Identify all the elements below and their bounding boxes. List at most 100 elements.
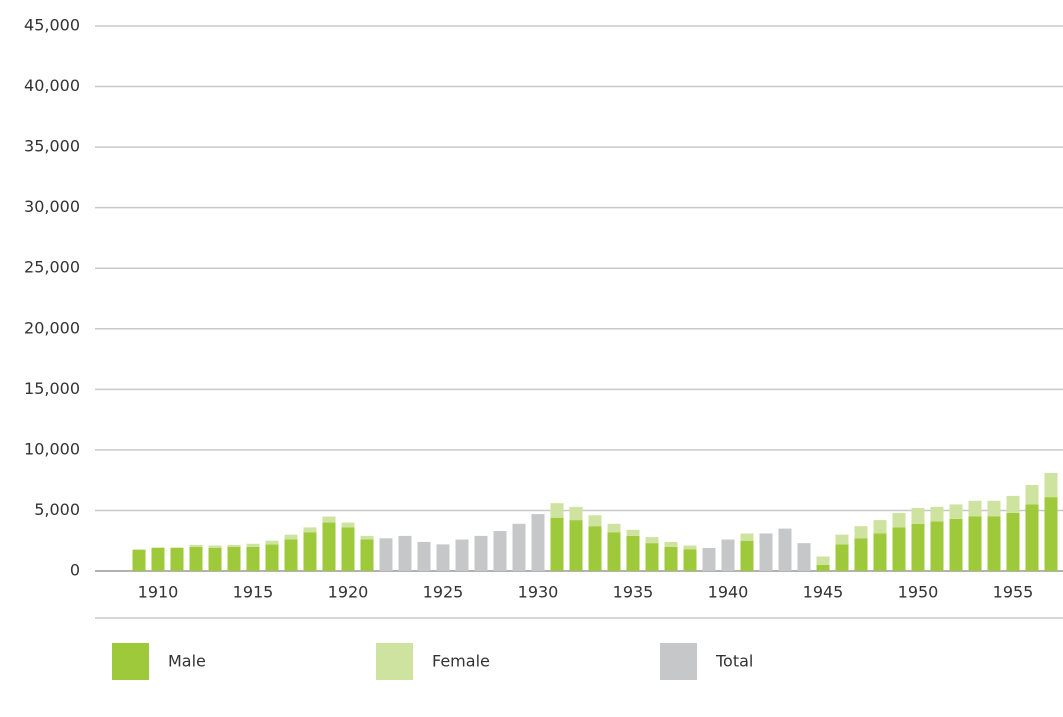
y-tick-label: 5,000 [34, 500, 80, 519]
bar [607, 523, 621, 533]
bar [759, 533, 773, 571]
x-tick-label: 1925 [423, 583, 464, 602]
bar [816, 564, 830, 571]
bar [151, 547, 165, 548]
x-tick-label: 1930 [518, 583, 559, 602]
bar [987, 500, 1001, 517]
bar [417, 541, 431, 571]
bar [1044, 497, 1058, 571]
bar [797, 543, 811, 571]
bar [740, 540, 754, 571]
bar [341, 522, 355, 528]
bar [930, 506, 944, 522]
bar [1006, 512, 1020, 571]
bar [835, 534, 849, 545]
y-tick-label: 35,000 [24, 137, 80, 156]
bar [645, 543, 659, 571]
x-tick-label: 1940 [708, 583, 749, 602]
y-tick-label: 20,000 [24, 318, 80, 337]
x-tick-label: 1935 [613, 583, 654, 602]
bar [892, 512, 906, 528]
bar [854, 526, 868, 539]
bar [360, 539, 374, 571]
bar [626, 535, 640, 571]
y-tick-label: 45,000 [24, 16, 80, 35]
legend-swatch [660, 643, 697, 680]
bar [512, 523, 526, 571]
bar [664, 541, 678, 547]
bar [569, 506, 583, 521]
bar [835, 544, 849, 571]
bar [379, 538, 393, 571]
bar [398, 535, 412, 571]
bar [550, 503, 564, 518]
bar [189, 546, 203, 571]
bar [208, 547, 222, 571]
bar [911, 523, 925, 571]
bar [645, 537, 659, 544]
bar [854, 538, 868, 571]
y-tick-label: 15,000 [24, 379, 80, 398]
bar [892, 527, 906, 571]
bar [1044, 472, 1058, 498]
bar [265, 540, 279, 545]
bar [170, 547, 184, 571]
bar [949, 504, 963, 519]
bar [284, 539, 298, 571]
bar [227, 544, 241, 547]
bar [474, 535, 488, 571]
bar [151, 547, 165, 571]
bar [531, 514, 545, 571]
bar [569, 520, 583, 571]
bar [455, 539, 469, 571]
x-tick-label: 1910 [138, 583, 179, 602]
bar [949, 518, 963, 571]
bar [626, 529, 640, 536]
bar [1025, 504, 1039, 571]
bar [664, 546, 678, 571]
y-tick-label: 0 [70, 561, 80, 580]
bar [246, 543, 260, 547]
bar [778, 528, 792, 571]
y-tick-label: 40,000 [24, 76, 80, 95]
x-tick-label: 1955 [993, 583, 1034, 602]
bar [227, 546, 241, 571]
bar [911, 508, 925, 524]
bar [550, 517, 564, 571]
bar [968, 500, 982, 517]
bar [683, 549, 697, 571]
legend-swatch [112, 643, 149, 680]
y-tick-label: 10,000 [24, 439, 80, 458]
bar [189, 544, 203, 547]
bar [284, 534, 298, 540]
bar [303, 527, 317, 533]
bar [816, 556, 830, 565]
bar [341, 527, 355, 571]
bar [740, 533, 754, 541]
bar [702, 547, 716, 571]
bar [930, 521, 944, 571]
bar [683, 545, 697, 550]
bar [721, 539, 735, 571]
bar [588, 526, 602, 571]
x-tick-label: 1945 [803, 583, 844, 602]
legend-label: Male [168, 652, 206, 671]
bar [1006, 495, 1020, 513]
legend-label: Female [432, 652, 490, 671]
x-tick-label: 1950 [898, 583, 939, 602]
bar [493, 531, 507, 571]
bar [132, 549, 146, 571]
x-tick-label: 1915 [233, 583, 274, 602]
y-tick-label: 30,000 [24, 197, 80, 216]
bar [968, 516, 982, 571]
bar [170, 547, 184, 548]
bar [265, 544, 279, 571]
bar [322, 522, 336, 571]
legend-swatch [376, 643, 413, 680]
bar [873, 533, 887, 571]
bar [132, 549, 146, 550]
bar [588, 515, 602, 527]
bar [246, 546, 260, 571]
bar [208, 545, 222, 548]
